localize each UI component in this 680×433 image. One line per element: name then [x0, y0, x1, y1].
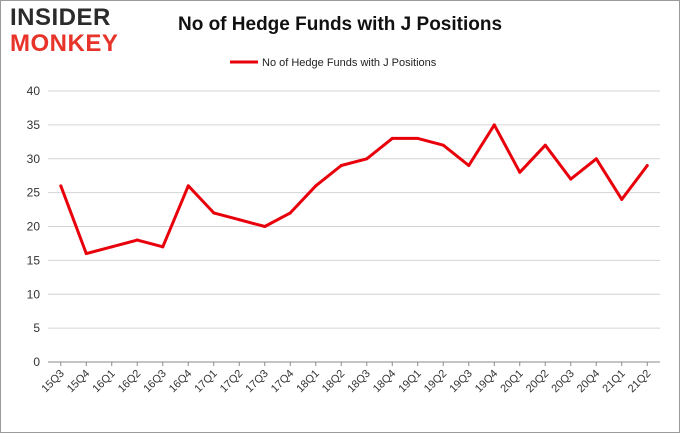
x-tick-label: 17Q3: [243, 368, 271, 396]
data-point: [339, 164, 343, 168]
data-point: [645, 164, 649, 168]
data-point: [161, 245, 165, 249]
x-tick-label: 18Q4: [371, 368, 399, 396]
x-tick-label: 21Q1: [600, 368, 628, 396]
data-point: [594, 157, 598, 161]
x-tick-label: 21Q2: [626, 368, 654, 396]
data-point: [135, 238, 139, 242]
data-point: [288, 211, 292, 215]
series-group: [59, 123, 649, 256]
y-tick-label: 15: [27, 253, 41, 267]
x-tick-label: 17Q4: [269, 368, 297, 396]
data-point: [84, 252, 88, 256]
x-tick-label: 19Q1: [396, 368, 424, 396]
data-point: [212, 211, 216, 215]
x-tick-label: 20Q4: [575, 368, 603, 396]
series-line-0: [59, 123, 649, 256]
data-point: [620, 197, 624, 201]
data-point: [467, 164, 471, 168]
data-point: [543, 143, 547, 147]
x-tick-label: 20Q2: [524, 368, 552, 396]
data-point: [314, 184, 318, 188]
y-axis: 0 5 10 15 20 25 30 35 40: [27, 84, 41, 369]
data-point: [569, 177, 573, 181]
x-axis: 15Q315Q416Q116Q216Q316Q417Q117Q217Q317Q4…: [39, 362, 653, 395]
y-tick-label: 10: [27, 287, 41, 301]
x-tick-label: 19Q3: [447, 368, 475, 396]
x-tick-label: 16Q3: [141, 368, 169, 396]
x-tick-label: 20Q1: [498, 368, 526, 396]
insider-monkey-logo: INSIDER MONKEY: [10, 6, 128, 58]
y-tick-label: 40: [27, 84, 41, 98]
y-tick-label: 30: [27, 152, 41, 166]
data-point: [263, 225, 267, 228]
x-tick-label: 16Q4: [167, 368, 195, 396]
x-tick-label: 19Q2: [422, 368, 450, 396]
x-tick-label: 15Q4: [65, 368, 93, 396]
logo-text-insider: INSIDER: [10, 4, 111, 31]
x-tick-label: 19Q4: [473, 368, 501, 396]
x-tick-label: 17Q2: [218, 368, 246, 396]
data-point: [390, 136, 394, 140]
y-tick-label: 25: [27, 186, 41, 200]
legend: No of Hedge Funds with J Positions: [230, 57, 437, 69]
x-tick-label: 18Q2: [320, 368, 348, 396]
data-point: [365, 157, 369, 161]
data-point: [186, 184, 190, 188]
x-tick-label: 18Q3: [345, 368, 373, 396]
data-point: [416, 136, 420, 140]
data-point: [59, 184, 63, 188]
x-tick-label: 16Q2: [116, 368, 144, 396]
data-point: [110, 245, 114, 249]
x-tick-label: 16Q1: [90, 368, 118, 396]
y-tick-label: 5: [33, 321, 40, 335]
x-tick-label: 18Q1: [294, 368, 322, 396]
y-tick-label: 0: [33, 355, 40, 369]
data-point: [492, 123, 496, 127]
data-point: [441, 143, 445, 147]
chart-title: No of Hedge Funds with J Positions: [177, 14, 503, 35]
data-point: [237, 218, 241, 222]
y-tick-label: 35: [27, 118, 41, 132]
grid: [48, 90, 660, 363]
legend-label: No of Hedge Funds with J Positions: [262, 57, 437, 69]
logo-text-monkey: MONKEY: [10, 30, 119, 57]
x-tick-label: 17Q1: [192, 368, 220, 396]
x-tick-label: 15Q3: [39, 368, 67, 396]
x-tick-label: 20Q3: [549, 368, 577, 396]
y-tick-label: 20: [27, 220, 41, 234]
data-point: [518, 170, 522, 174]
